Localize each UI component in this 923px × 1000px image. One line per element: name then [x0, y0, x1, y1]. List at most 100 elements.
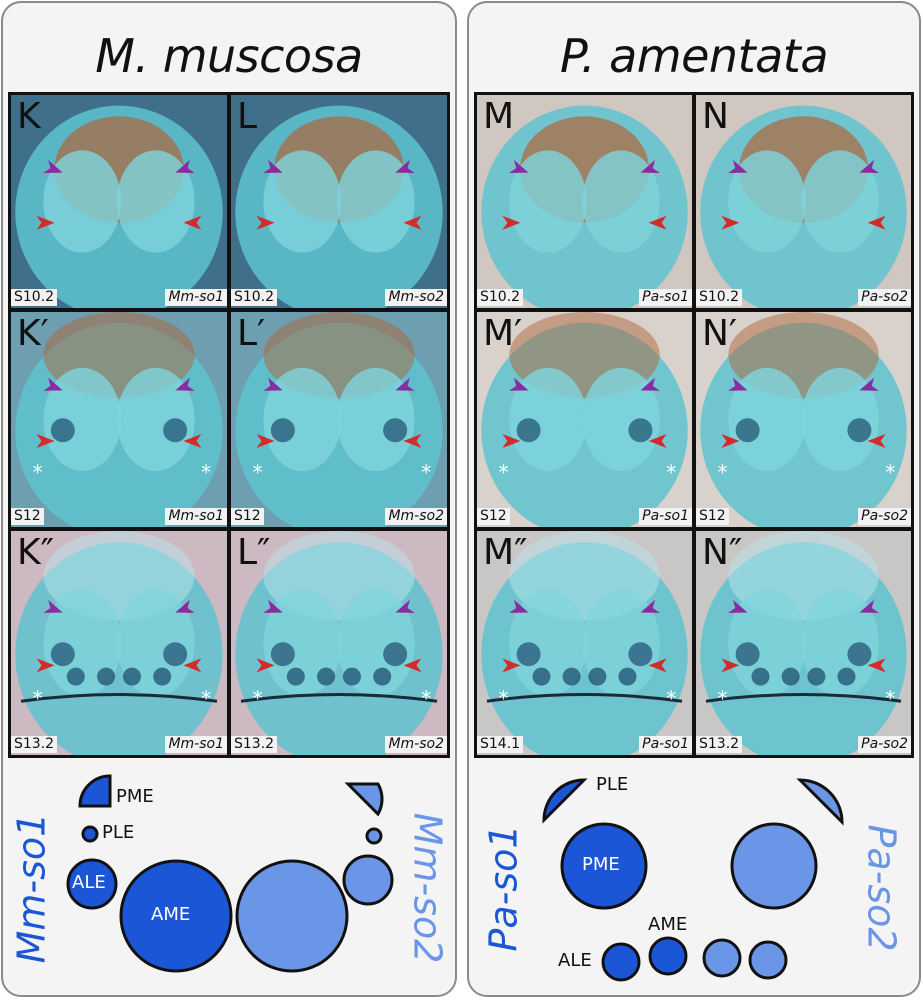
label-ale-right: ALE	[558, 950, 592, 971]
embryo-image: * *	[477, 312, 692, 527]
gene-label: Pa-so1	[639, 508, 692, 525]
arrowhead-red	[256, 215, 275, 230]
panel-letter: K	[17, 96, 41, 137]
panel-letter: N″	[702, 532, 743, 573]
asterisk-marker: *	[499, 461, 509, 485]
head-lobe-left	[43, 150, 122, 253]
groove-line	[20, 693, 218, 703]
gene-label: Mm-so2	[385, 508, 447, 525]
stage-label: S12	[477, 508, 510, 525]
eye-stain	[383, 418, 408, 443]
eye-stain	[153, 667, 172, 686]
gene-label: Mm-so2	[385, 736, 447, 753]
label-ame-right: AME	[648, 914, 688, 935]
panel-letter: N	[702, 96, 729, 137]
head-lobe-left	[43, 367, 122, 472]
arrowhead-purple	[175, 377, 195, 391]
arrowhead-purple	[395, 599, 415, 613]
eye-stain	[163, 642, 188, 667]
head-lobe-right	[116, 367, 195, 472]
head-lobe-right	[336, 150, 415, 253]
panel-letter: M″	[483, 532, 528, 573]
head-lobe-left	[263, 367, 342, 472]
ame-circle-so1	[648, 936, 688, 976]
arrowhead-red	[721, 215, 740, 230]
right-eye-diagram-svg	[542, 778, 844, 982]
arrowhead-purple	[728, 159, 748, 174]
left-eye-diagram: PME PLE ALE AME Mm-so1 Mm-so2	[8, 770, 450, 992]
eye-stain	[628, 418, 653, 443]
arrowhead-red	[183, 215, 202, 230]
asterisk-marker: *	[718, 687, 728, 711]
head-lobe-left	[509, 150, 587, 253]
arrowhead-red	[403, 434, 422, 448]
arrowhead-red	[648, 215, 667, 230]
arrowhead-red	[721, 434, 740, 448]
panel-L: L S10.2 Mm-so2	[231, 95, 447, 308]
asterisk-marker: *	[718, 461, 728, 485]
embryo-image	[477, 95, 692, 308]
pme-circle-so1	[560, 822, 648, 910]
eye-stain	[532, 667, 551, 686]
asterisk-marker: *	[201, 461, 211, 485]
embryo-image: * *	[11, 312, 227, 527]
eye-stain	[618, 667, 637, 686]
gene-label: Pa-so1	[639, 736, 692, 753]
asterisk-marker: *	[421, 461, 431, 485]
panel-N: N S10.2 Pa-so2	[696, 95, 911, 308]
gene-label: Pa-so2	[858, 736, 911, 753]
embryo-image: * *	[477, 531, 692, 755]
asterisk-marker: *	[421, 687, 431, 711]
gene-label-pa-so1: Pa-so1	[481, 824, 526, 952]
stage-label: S10.2	[696, 289, 743, 306]
embryo-image	[11, 95, 227, 308]
gene-label: Mm-so1	[165, 508, 227, 525]
head-lobe-right	[582, 150, 660, 253]
gene-label: Pa-so2	[858, 289, 911, 306]
arrowhead-red	[256, 658, 275, 673]
arrowhead-purple	[395, 159, 415, 174]
species-title-left: M. muscosa	[95, 29, 363, 83]
eye-stain	[66, 667, 85, 686]
arrowhead-purple	[509, 377, 529, 391]
arrowhead-purple	[395, 377, 415, 391]
eye-stain	[751, 667, 770, 686]
ame-circle-so2	[702, 938, 742, 978]
label-ale-left: ALE	[72, 872, 106, 893]
panel-K-prime: * * K′ S12 Mm-so1	[11, 312, 227, 527]
label-pme-left: PME	[116, 786, 154, 807]
panel-N-prime: * * N′ S12 Pa-so2	[696, 312, 911, 527]
arrowhead-purple	[263, 377, 283, 391]
arrowhead-purple	[175, 159, 195, 174]
gene-label-mm-so2: Mm-so2	[405, 812, 450, 964]
arrowhead-purple	[43, 377, 63, 391]
arrowhead-red	[183, 434, 202, 448]
stage-label: S10.2	[11, 289, 58, 306]
eye-stain	[562, 667, 581, 686]
gene-label: Mm-so2	[385, 289, 447, 306]
eye-stain	[50, 642, 75, 667]
panel-M-prime: * * M′ S12 Pa-so1	[477, 312, 692, 527]
head-lobe-right	[116, 150, 195, 253]
stage-label: S10.2	[477, 289, 524, 306]
gene-label: Mm-so1	[165, 289, 227, 306]
eye-stain	[516, 642, 541, 667]
eye-stain	[317, 667, 336, 686]
eye-stain	[97, 667, 116, 686]
stage-label: S13.2	[231, 736, 278, 753]
embryo-image: * *	[11, 531, 227, 755]
arrowhead-red	[502, 215, 521, 230]
arrowhead-purple	[859, 377, 879, 391]
pme-quarter-so2	[344, 782, 384, 817]
asterisk-marker: *	[666, 461, 676, 485]
right-eye-diagram: PLE PME AME ALE Pa-so1 Pa-so2	[474, 770, 914, 992]
arrowhead-red	[183, 658, 202, 673]
eye-stain	[516, 418, 541, 443]
eye-stain	[807, 667, 826, 686]
eye-stain	[342, 667, 361, 686]
arrowhead-red	[256, 434, 275, 448]
panel-letter: K′	[17, 313, 49, 354]
eye-stain	[735, 418, 760, 443]
arrowhead-red	[648, 658, 667, 673]
gene-label-pa-so2: Pa-so2	[859, 824, 904, 952]
